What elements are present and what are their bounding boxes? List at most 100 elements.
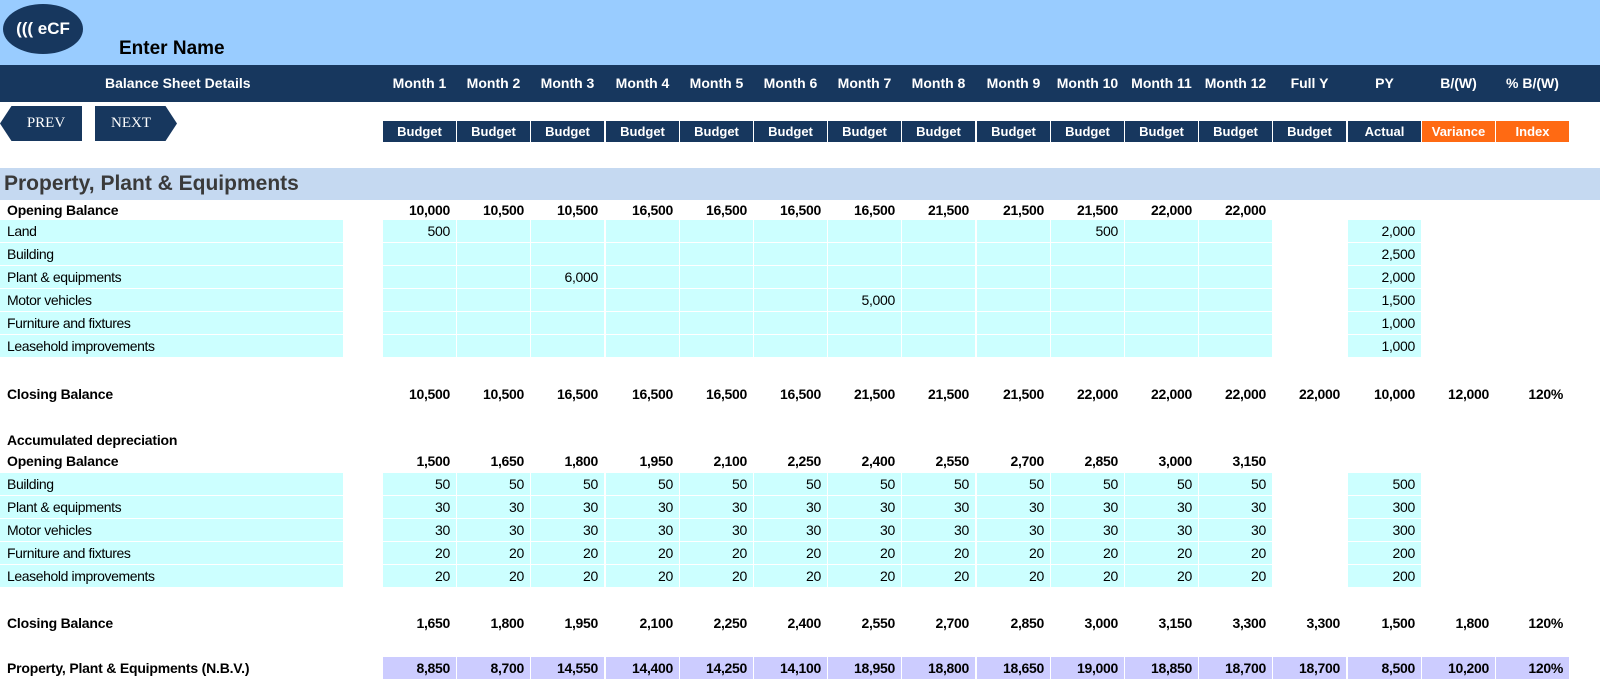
input-cell[interactable]: 500 (383, 220, 456, 242)
input-cell[interactable]: 30 (1199, 496, 1272, 518)
input-cell[interactable] (606, 335, 679, 357)
input-cell[interactable] (680, 243, 753, 265)
input-cell[interactable] (1199, 266, 1272, 288)
input-cell[interactable] (1125, 335, 1198, 357)
input-cell[interactable]: 20 (606, 565, 679, 587)
input-cell[interactable]: 30 (606, 519, 679, 541)
input-cell[interactable] (902, 266, 975, 288)
input-cell[interactable]: 50 (383, 473, 456, 495)
input-cell[interactable]: 50 (828, 473, 901, 495)
input-cell[interactable] (457, 243, 530, 265)
input-cell[interactable] (1199, 243, 1272, 265)
input-cell[interactable] (1199, 312, 1272, 334)
input-cell[interactable] (1125, 220, 1198, 242)
input-cell[interactable] (457, 220, 530, 242)
input-cell[interactable] (1199, 335, 1272, 357)
input-cell[interactable]: 30 (680, 519, 753, 541)
input-cell[interactable] (1051, 312, 1124, 334)
input-cell[interactable]: 30 (606, 496, 679, 518)
input-cell[interactable]: 50 (754, 473, 827, 495)
input-cell[interactable]: 30 (457, 496, 530, 518)
input-cell[interactable]: 30 (1125, 496, 1198, 518)
input-cell[interactable] (383, 335, 456, 357)
input-cell[interactable]: 30 (902, 496, 975, 518)
input-cell[interactable]: 30 (1199, 519, 1272, 541)
input-cell[interactable] (754, 289, 827, 311)
input-cell[interactable]: 20 (1125, 565, 1198, 587)
input-cell[interactable]: 50 (1199, 473, 1272, 495)
input-cell[interactable] (680, 289, 753, 311)
input-cell[interactable]: 30 (1051, 519, 1124, 541)
input-cell[interactable] (828, 220, 901, 242)
input-cell[interactable] (1125, 289, 1198, 311)
input-cell[interactable]: 20 (383, 565, 456, 587)
input-cell[interactable] (457, 312, 530, 334)
input-cell[interactable]: 30 (1051, 496, 1124, 518)
input-cell[interactable] (606, 243, 679, 265)
input-cell[interactable] (531, 335, 604, 357)
prev-button[interactable]: PREV (0, 106, 82, 141)
input-cell[interactable] (531, 312, 604, 334)
input-cell[interactable]: 30 (977, 496, 1050, 518)
input-cell[interactable]: 20 (828, 542, 901, 564)
input-cell[interactable]: 30 (531, 496, 604, 518)
input-cell[interactable]: 20 (606, 542, 679, 564)
input-cell[interactable] (754, 312, 827, 334)
input-cell[interactable] (977, 220, 1050, 242)
input-cell[interactable]: 20 (977, 542, 1050, 564)
input-cell[interactable] (1125, 266, 1198, 288)
input-cell[interactable] (1125, 243, 1198, 265)
input-cell[interactable]: 20 (1199, 565, 1272, 587)
input-cell[interactable]: 30 (680, 496, 753, 518)
input-cell[interactable]: 50 (680, 473, 753, 495)
input-cell[interactable]: 5,000 (828, 289, 901, 311)
input-cell[interactable] (531, 289, 604, 311)
input-cell[interactable] (457, 266, 530, 288)
input-cell[interactable] (828, 243, 901, 265)
input-cell[interactable]: 20 (902, 542, 975, 564)
input-cell[interactable]: 6,000 (531, 266, 604, 288)
input-cell[interactable] (754, 243, 827, 265)
input-cell[interactable]: 50 (1051, 473, 1124, 495)
input-cell[interactable]: 50 (902, 473, 975, 495)
input-cell[interactable]: 20 (977, 565, 1050, 587)
input-cell[interactable] (902, 335, 975, 357)
input-cell[interactable] (1051, 243, 1124, 265)
input-cell[interactable] (1199, 220, 1272, 242)
input-cell[interactable] (1199, 289, 1272, 311)
input-cell[interactable] (754, 266, 827, 288)
input-cell[interactable]: 50 (977, 473, 1050, 495)
input-cell[interactable]: 20 (457, 565, 530, 587)
input-cell[interactable]: 50 (531, 473, 604, 495)
input-cell[interactable] (902, 289, 975, 311)
input-cell[interactable]: 30 (383, 519, 456, 541)
input-cell[interactable] (1051, 289, 1124, 311)
input-cell[interactable] (606, 289, 679, 311)
input-cell[interactable] (680, 266, 753, 288)
input-cell[interactable]: 30 (383, 496, 456, 518)
input-cell[interactable]: 20 (1125, 542, 1198, 564)
input-cell[interactable] (1125, 312, 1198, 334)
input-cell[interactable] (977, 243, 1050, 265)
input-cell[interactable]: 30 (754, 496, 827, 518)
input-cell[interactable] (754, 335, 827, 357)
input-cell[interactable] (383, 312, 456, 334)
input-cell[interactable] (977, 312, 1050, 334)
input-cell[interactable] (977, 335, 1050, 357)
input-cell[interactable] (828, 266, 901, 288)
input-cell[interactable] (828, 312, 901, 334)
input-cell[interactable]: 30 (977, 519, 1050, 541)
input-cell[interactable]: 20 (828, 565, 901, 587)
next-button[interactable]: NEXT (95, 106, 177, 141)
input-cell[interactable]: 30 (754, 519, 827, 541)
input-cell[interactable]: 20 (680, 542, 753, 564)
input-cell[interactable] (902, 312, 975, 334)
input-cell[interactable]: 20 (1051, 565, 1124, 587)
input-cell[interactable]: 20 (754, 565, 827, 587)
input-cell[interactable]: 500 (1051, 220, 1124, 242)
input-cell[interactable]: 30 (828, 519, 901, 541)
input-cell[interactable] (902, 243, 975, 265)
input-cell[interactable]: 20 (531, 542, 604, 564)
input-cell[interactable] (902, 220, 975, 242)
company-name[interactable]: Enter Name (119, 38, 225, 59)
